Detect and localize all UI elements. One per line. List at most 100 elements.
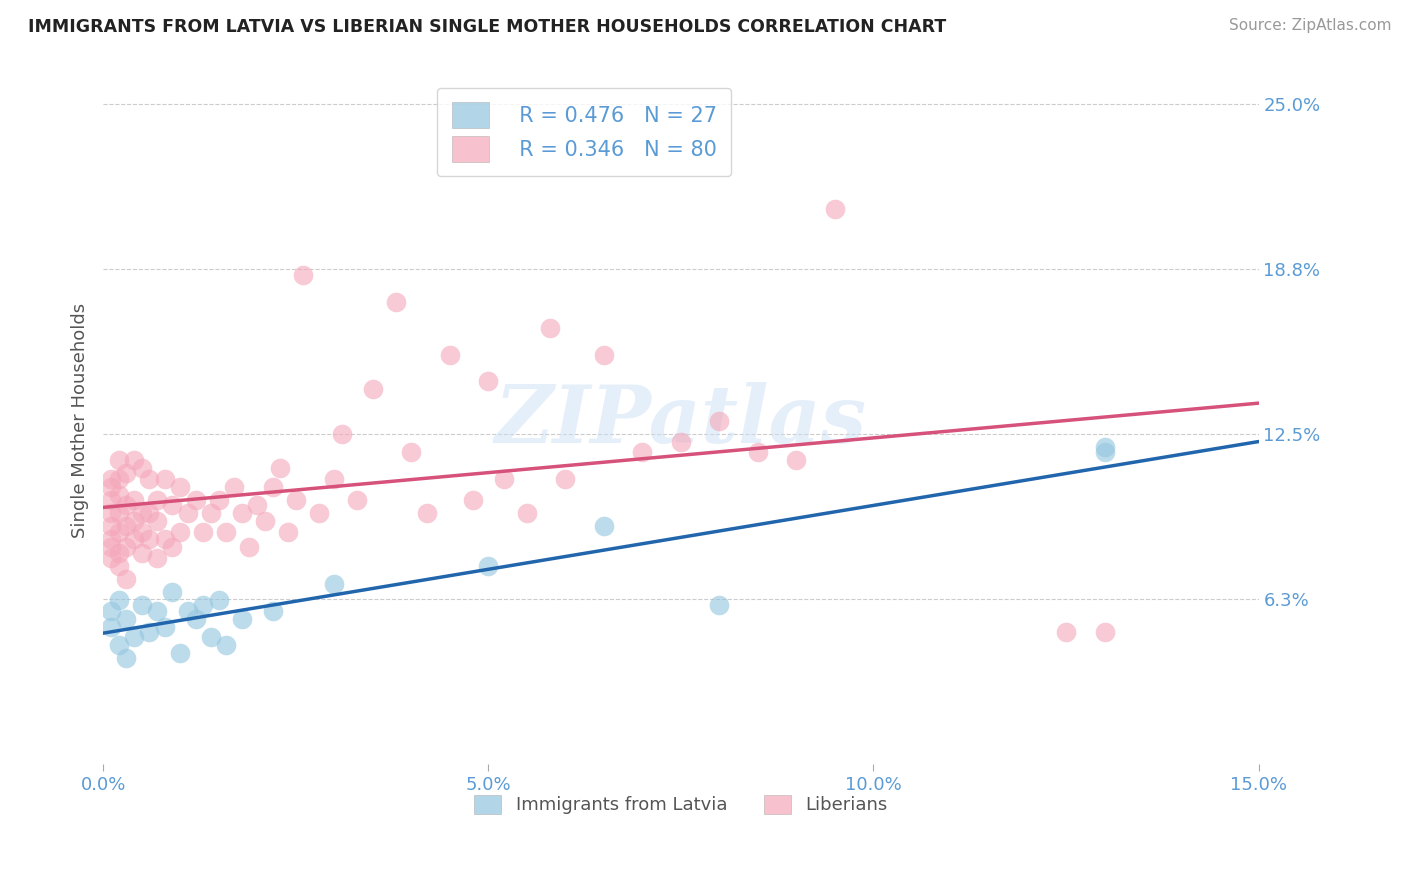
Point [153, 533, 176, 547]
Point [162, 498, 184, 512]
Point [330, 426, 353, 441]
Point [153, 619, 176, 633]
Point [1054, 624, 1077, 639]
Point [153, 472, 176, 486]
Point [115, 541, 138, 555]
Point [1094, 440, 1116, 454]
Point [231, 506, 253, 520]
Point [146, 492, 169, 507]
Point [115, 467, 138, 481]
Point [193, 524, 215, 539]
Point [277, 524, 299, 539]
Point [131, 546, 153, 560]
Point [208, 593, 231, 607]
Point [169, 646, 191, 660]
Point [107, 506, 129, 520]
Point [262, 604, 284, 618]
Point [122, 630, 145, 644]
Point [107, 472, 129, 486]
Point [122, 533, 145, 547]
Text: IMMIGRANTS FROM LATVIA VS LIBERIAN SINGLE MOTHER HOUSEHOLDS CORRELATION CHART: IMMIGRANTS FROM LATVIA VS LIBERIAN SINGL… [28, 18, 946, 36]
Point [162, 585, 184, 599]
Point [200, 630, 222, 644]
Legend: Immigrants from Latvia, Liberians: Immigrants from Latvia, Liberians [465, 786, 897, 823]
Point [107, 593, 129, 607]
Point [592, 348, 614, 362]
Point [115, 572, 138, 586]
Point [516, 506, 538, 520]
Point [709, 599, 731, 613]
Point [346, 492, 368, 507]
Point [131, 599, 153, 613]
Point [284, 492, 307, 507]
Point [415, 506, 437, 520]
Point [115, 612, 138, 626]
Point [747, 445, 769, 459]
Point [385, 294, 408, 309]
Point [169, 480, 191, 494]
Point [100, 541, 122, 555]
Point [193, 599, 215, 613]
Point [131, 461, 153, 475]
Point [709, 414, 731, 428]
Point [107, 487, 129, 501]
Point [323, 577, 346, 591]
Point [100, 550, 122, 565]
Point [269, 461, 291, 475]
Point [215, 524, 238, 539]
Point [122, 514, 145, 528]
Point [146, 514, 169, 528]
Point [162, 541, 184, 555]
Point [115, 498, 138, 512]
Point [115, 651, 138, 665]
Point [138, 472, 160, 486]
Point [100, 480, 122, 494]
Point [107, 453, 129, 467]
Point [308, 506, 330, 520]
Point [100, 533, 122, 547]
Text: Source: ZipAtlas.com: Source: ZipAtlas.com [1229, 18, 1392, 33]
Point [100, 619, 122, 633]
Point [184, 492, 207, 507]
Point [361, 382, 384, 396]
Point [461, 492, 484, 507]
Point [122, 492, 145, 507]
Point [477, 374, 499, 388]
Point [169, 524, 191, 539]
Point [538, 321, 561, 335]
Point [138, 624, 160, 639]
Point [477, 558, 499, 573]
Point [184, 612, 207, 626]
Point [100, 492, 122, 507]
Point [215, 638, 238, 652]
Point [208, 492, 231, 507]
Point [323, 472, 346, 486]
Point [107, 558, 129, 573]
Point [107, 638, 129, 652]
Point [146, 550, 169, 565]
Point [824, 202, 846, 217]
Point [253, 514, 276, 528]
Point [238, 541, 260, 555]
Y-axis label: Single Mother Households: Single Mother Households [72, 303, 89, 538]
Point [146, 604, 169, 618]
Point [1094, 624, 1116, 639]
Point [231, 612, 253, 626]
Point [399, 445, 422, 459]
Point [492, 472, 515, 486]
Point [592, 519, 614, 533]
Point [177, 506, 200, 520]
Text: ZIPatlas: ZIPatlas [495, 382, 868, 459]
Point [439, 348, 461, 362]
Point [262, 480, 284, 494]
Point [1094, 445, 1116, 459]
Point [200, 506, 222, 520]
Point [292, 268, 315, 283]
Point [100, 472, 122, 486]
Point [107, 524, 129, 539]
Point [554, 472, 576, 486]
Point [177, 604, 200, 618]
Point [246, 498, 269, 512]
Point [669, 434, 692, 449]
Point [222, 480, 245, 494]
